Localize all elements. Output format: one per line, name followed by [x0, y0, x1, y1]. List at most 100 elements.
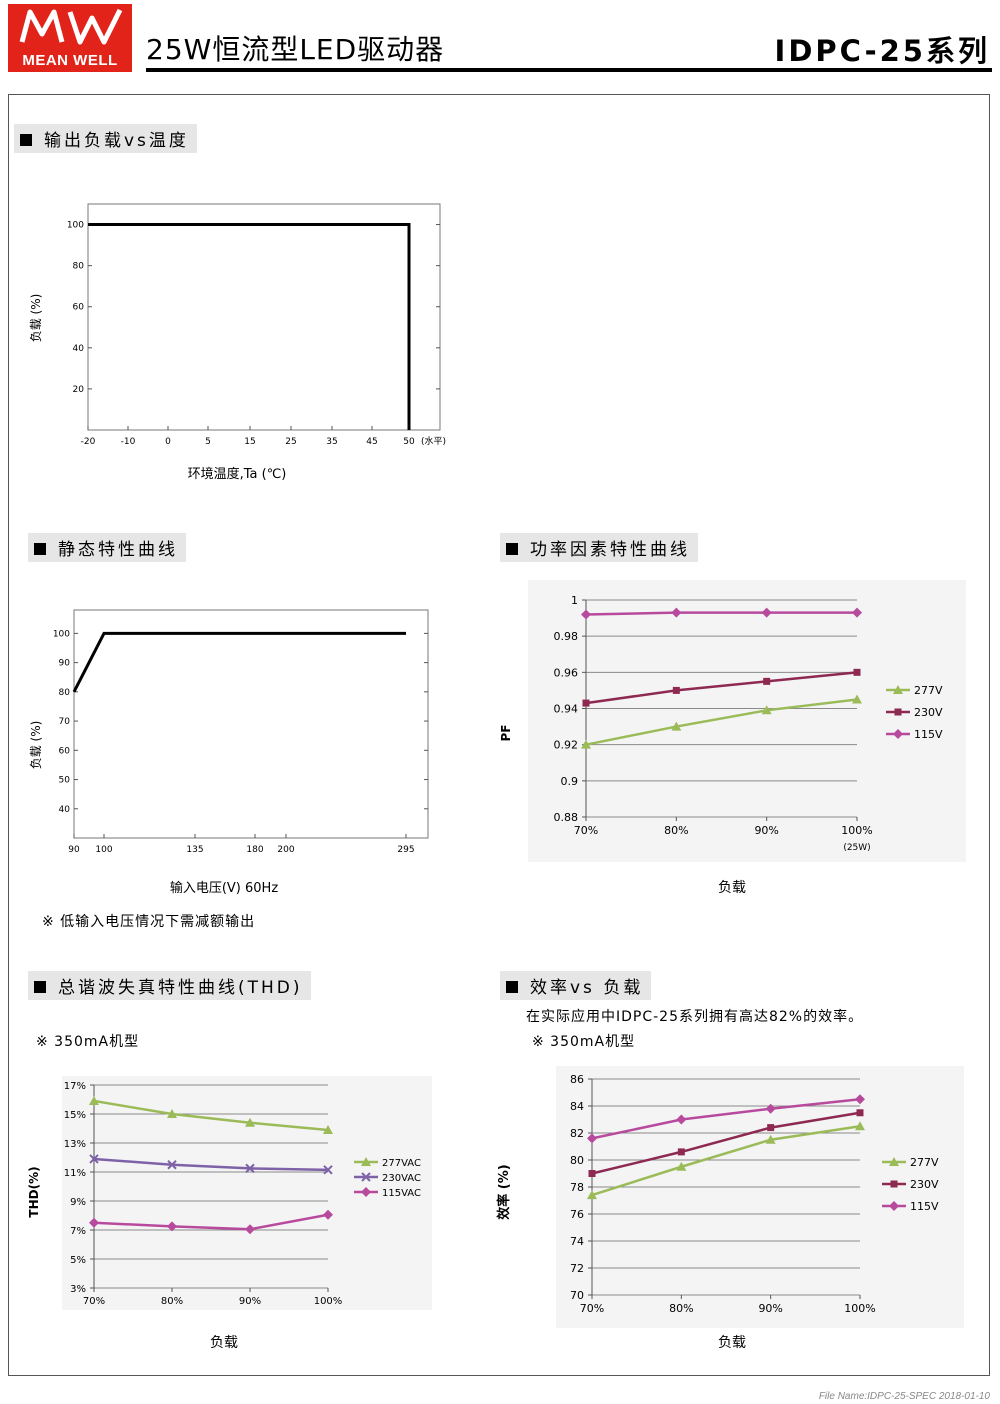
y-axis-title: 负载 (%) [29, 721, 43, 770]
x-axis-title: 负载 [718, 880, 746, 896]
curve-line [88, 223, 411, 430]
data-point [852, 694, 862, 704]
data-point [856, 1109, 864, 1117]
plot-frame [87, 203, 441, 431]
y-tick-label: 100 [67, 221, 84, 231]
y-tick-label: 40 [73, 344, 85, 354]
series-line [585, 611, 857, 616]
section-title-static: 静态特性曲线 [28, 533, 186, 562]
series-line [591, 1125, 861, 1197]
curve-line [72, 631, 406, 693]
data-point [761, 705, 772, 715]
x-tick-label: 80% [669, 1302, 693, 1315]
bullet-square-icon [506, 981, 518, 993]
data-point [677, 1148, 685, 1156]
data-point [245, 1117, 255, 1127]
x-tick-label: 100% [841, 824, 872, 837]
bullet-square-icon [506, 543, 518, 555]
y-tick-label: 0.88 [554, 811, 579, 824]
y-tick-label: 76 [570, 1208, 584, 1221]
legend-marker [889, 1157, 899, 1166]
y-tick-label: 100 [53, 629, 70, 639]
series-line [93, 1099, 329, 1132]
data-point [587, 1133, 597, 1144]
x-tick-label: 90% [239, 1296, 261, 1307]
series-line [93, 1213, 329, 1231]
data-point [245, 1224, 255, 1235]
data-point [765, 1134, 776, 1144]
data-point [671, 721, 682, 731]
legend-label: 230V [914, 706, 943, 719]
legend-label: 277V [914, 684, 943, 697]
logo-text: MEAN WELL [22, 52, 118, 69]
y-tick-label: 70 [570, 1289, 584, 1302]
y-tick-label: 60 [59, 746, 71, 756]
y-tick-label: 80 [59, 688, 71, 698]
legend-label: 115V [914, 728, 943, 741]
x-tick-label: 295 [397, 845, 414, 855]
x-tick-label: 15 [244, 437, 255, 447]
data-point [89, 1217, 99, 1228]
bullet-square-icon [20, 134, 32, 146]
x-unit-label: (水平) [421, 435, 446, 447]
x-tick-label: 70% [580, 1302, 604, 1315]
legend-marker [894, 708, 902, 716]
x-tick-label: 70% [83, 1296, 105, 1307]
y-tick-label: 78 [570, 1181, 584, 1194]
data-point [582, 699, 590, 707]
data-point [89, 1095, 99, 1105]
x-tick-label: 25 [285, 437, 296, 447]
section-title-efficiency: 效率vs 负载 [500, 971, 652, 1000]
y-tick-label: 86 [570, 1073, 584, 1086]
data-point [767, 1124, 775, 1132]
data-point [671, 607, 682, 618]
x-tick-label: 100% [844, 1302, 875, 1315]
y-tick-label: 0.92 [554, 739, 579, 752]
y-tick-label: 84 [570, 1100, 584, 1113]
x-tick-label: 45 [366, 437, 377, 447]
x-tick-label: 80% [664, 824, 688, 837]
data-point [761, 607, 772, 618]
legend-marker [361, 1187, 371, 1197]
x-tick-label: 100 [95, 845, 112, 855]
legend-marker [361, 1157, 371, 1166]
x-axis-title: 负载 [210, 1335, 238, 1351]
legend-label: 277V [910, 1156, 939, 1169]
y-tick-label: 0.9 [561, 775, 579, 788]
x-tick-label: 90% [754, 824, 778, 837]
y-tick-label: 70 [59, 717, 71, 727]
y-tick-label: 5% [70, 1255, 86, 1266]
legend-marker [361, 1172, 371, 1182]
y-axis-title: THD(%) [27, 1166, 41, 1217]
y-axis-title: PF [499, 725, 513, 742]
x-tick-label: 50 [403, 437, 415, 447]
y-tick-label: 9% [70, 1197, 86, 1208]
data-point [167, 1221, 177, 1232]
y-tick-label: 0.94 [554, 703, 579, 716]
data-point [765, 1103, 776, 1114]
mean-well-logo: MEAN WELL [8, 4, 132, 72]
chart-background [556, 1066, 964, 1328]
bullet-square-icon [34, 981, 46, 993]
y-tick-label: 90 [59, 659, 71, 669]
x-tick-label: -20 [81, 437, 96, 447]
series-line [93, 1157, 329, 1172]
plot-frame [73, 609, 429, 839]
legend-marker [893, 685, 903, 694]
x-axis-title: 环境温度,Ta (℃) [188, 466, 287, 482]
document-title: 25W恒流型LED驱动器 [146, 33, 445, 66]
data-point [323, 1209, 333, 1220]
legend-label: 277VAC [382, 1158, 421, 1169]
legend-marker [893, 729, 903, 739]
series-line [591, 1098, 861, 1140]
data-point [323, 1165, 333, 1175]
y-tick-label: 50 [59, 776, 71, 786]
data-point [167, 1109, 177, 1118]
data-point [676, 1114, 687, 1125]
series-line [585, 698, 858, 746]
data-point [587, 1190, 597, 1200]
mw-logo-mark-icon [19, 8, 123, 45]
thd-model-note: ※ 350mA机型 [36, 1034, 140, 1050]
